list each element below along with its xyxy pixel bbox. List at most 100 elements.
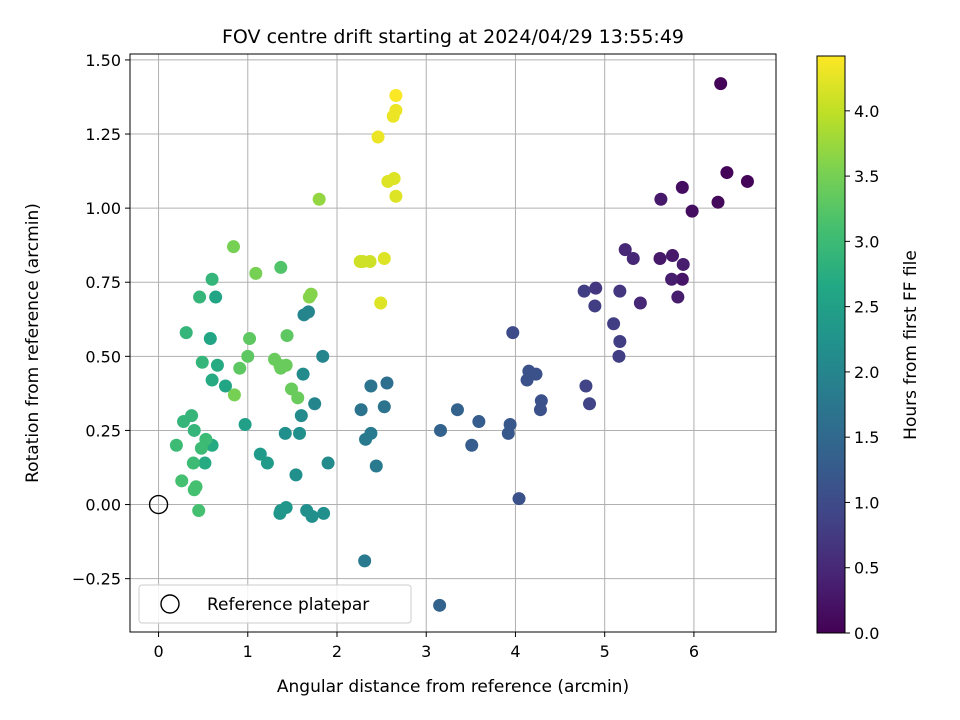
data-point [198, 456, 212, 470]
data-point [675, 272, 689, 286]
plot-grid [130, 54, 776, 632]
data-point [671, 290, 685, 304]
data-point [205, 373, 219, 387]
data-point [297, 308, 311, 322]
data-point [577, 284, 591, 298]
y-tick-label: 1.25 [85, 125, 121, 144]
x-tick-label: 6 [689, 642, 699, 661]
data-point [241, 349, 255, 363]
chart-title: FOV centre drift starting at 2024/04/29 … [222, 26, 684, 48]
data-point [583, 397, 597, 411]
colorbar-tick-label: 1.5 [854, 428, 879, 447]
x-tick-label: 1 [243, 642, 253, 661]
colorbar-ticks: 0.0 0.5 1.0 1.5 2.0 2.5 3.0 3.5 4.0 [845, 102, 879, 643]
legend-box [138, 584, 412, 624]
data-point [186, 456, 200, 470]
data-point [187, 423, 201, 437]
x-tick-label: 4 [510, 642, 520, 661]
data-point [377, 400, 391, 414]
legend-marker-icon [160, 594, 180, 614]
data-point [316, 349, 330, 363]
data-point [676, 257, 690, 271]
data-point [380, 376, 394, 390]
data-point [317, 506, 331, 520]
data-point [588, 299, 602, 313]
data-point [192, 503, 206, 517]
data-point [579, 379, 593, 393]
data-point [612, 349, 626, 363]
reference-point-group [148, 494, 169, 515]
data-point [203, 332, 217, 346]
data-point [273, 506, 287, 520]
data-point [185, 409, 199, 423]
x-tick-label: 2 [332, 642, 342, 661]
data-point [387, 171, 401, 185]
data-point [633, 296, 647, 310]
colorbar-label: Hours from first FF file [901, 250, 921, 440]
x-tick-label: 3 [421, 642, 431, 661]
data-point [374, 296, 388, 310]
data-point [434, 423, 448, 437]
data-point [433, 598, 447, 612]
data-point [501, 426, 515, 440]
y-tick-label: 0.00 [85, 496, 121, 515]
data-point [359, 432, 373, 446]
y-tick-label: 1.50 [85, 51, 121, 70]
legend: Reference platepar [138, 584, 412, 624]
data-point [249, 266, 263, 280]
y-axis-ticks: −0.25 0.00 0.25 0.50 0.75 1.00 1.25 1.50 [72, 51, 130, 589]
data-point [520, 373, 534, 387]
data-point [218, 379, 232, 393]
data-point [291, 391, 305, 405]
data-point [654, 192, 668, 206]
data-point [618, 243, 632, 257]
data-point [274, 361, 288, 375]
x-tick-label: 0 [153, 642, 163, 661]
data-point [260, 456, 274, 470]
data-points [169, 77, 754, 612]
colorbar-tick-label: 4.0 [854, 102, 879, 121]
data-point [205, 272, 219, 286]
data-point [720, 166, 734, 180]
y-tick-label: −0.25 [72, 570, 121, 589]
data-point [274, 260, 288, 274]
data-point [238, 418, 252, 432]
data-point [209, 290, 223, 304]
data-point [358, 554, 372, 568]
legend-label: Reference platepar [207, 595, 369, 615]
colorbar-tick-label: 2.0 [854, 363, 879, 382]
data-point [589, 281, 603, 295]
data-point [227, 388, 241, 402]
colorbar-tick-label: 0.0 [854, 624, 879, 643]
data-point [665, 249, 679, 263]
data-point [607, 317, 621, 331]
data-point [312, 192, 326, 206]
data-point [613, 335, 627, 349]
data-point [308, 397, 322, 411]
y-axis-label: Rotation from reference (arcmin) [23, 203, 43, 483]
data-point [253, 447, 267, 461]
data-point [294, 409, 308, 423]
data-point [740, 174, 754, 188]
data-point [613, 284, 627, 298]
data-point [675, 180, 689, 194]
data-point [193, 290, 207, 304]
data-point [512, 492, 526, 506]
data-point [626, 252, 640, 266]
data-point [364, 379, 378, 393]
data-point [506, 326, 520, 340]
data-point [465, 438, 479, 452]
data-point [293, 426, 307, 440]
y-tick-label: 1.00 [85, 199, 121, 218]
data-point [711, 195, 725, 209]
x-axis-ticks: 0 1 2 3 4 5 6 [153, 632, 699, 661]
data-point [714, 77, 728, 91]
colorbar [816, 55, 846, 634]
colorbar-tick-label: 3.5 [854, 167, 879, 186]
data-point [450, 403, 464, 417]
data-point [472, 415, 486, 429]
data-point [369, 459, 383, 473]
data-point [233, 361, 247, 375]
colorbar-tick-label: 1.0 [854, 493, 879, 512]
